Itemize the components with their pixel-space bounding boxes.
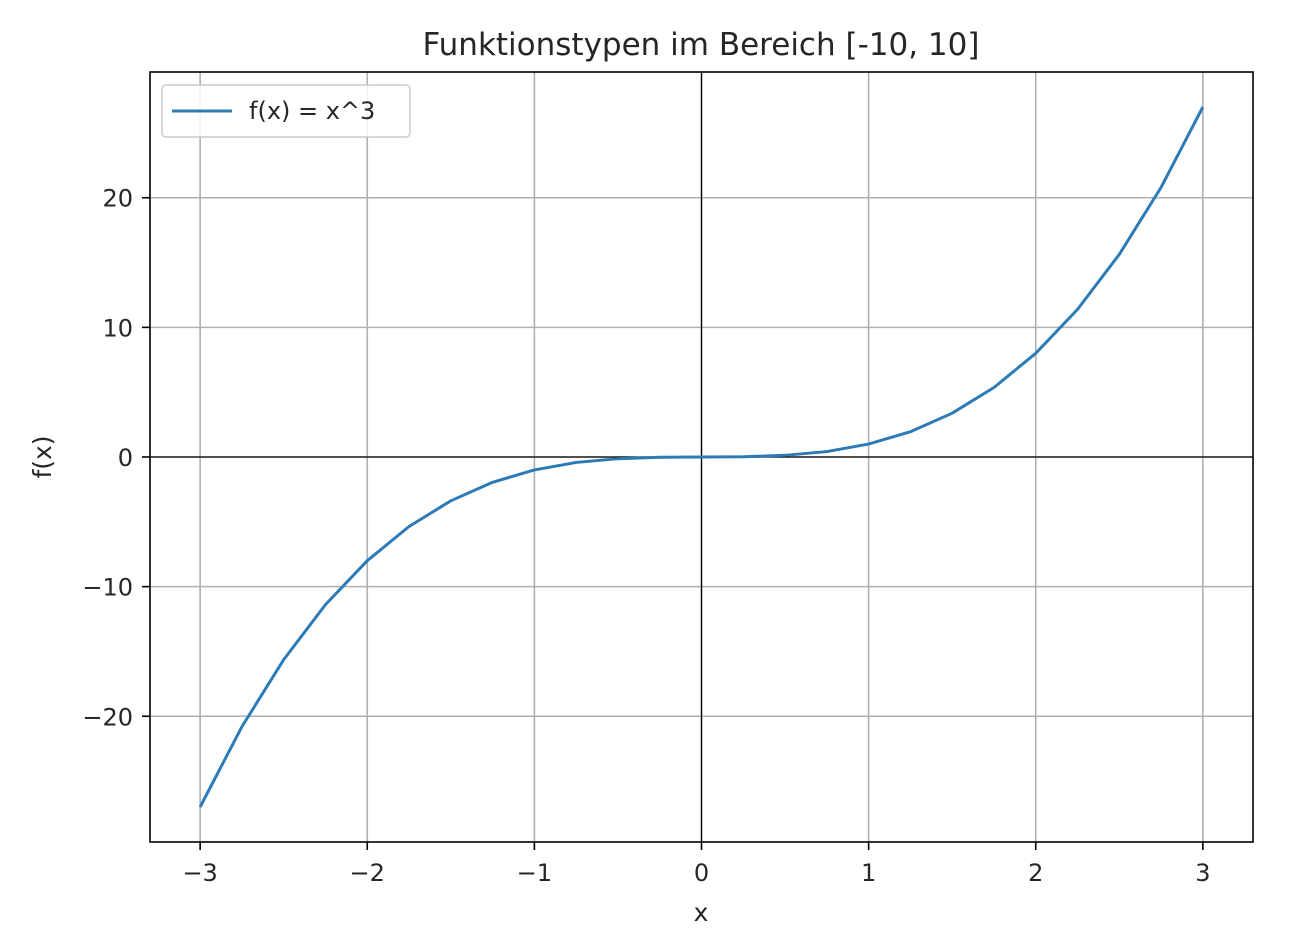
x-tick-label: 1 — [861, 859, 876, 887]
x-tick-label: 0 — [694, 859, 709, 887]
y-tick-label: 0 — [118, 444, 133, 472]
y-tick-label: 10 — [102, 314, 133, 342]
y-tick-label: −20 — [82, 703, 133, 731]
y-axis-ticks: −20 −10 0 10 20 — [82, 185, 150, 731]
legend: f(x) = x^3 — [161, 84, 411, 138]
y-axis-label: f(x) — [28, 435, 57, 478]
x-tick-label: 2 — [1028, 859, 1043, 887]
series-layer — [198, 106, 1205, 808]
y-tick-label: 20 — [102, 185, 133, 213]
legend-box — [161, 84, 411, 138]
x-tick-label: −1 — [517, 859, 552, 887]
y-tick-label: −10 — [82, 574, 133, 602]
x-axis-ticks: −3 −2 −1 0 1 2 3 — [182, 842, 1211, 887]
x-axis-label: x — [694, 898, 709, 927]
x-tick-label: 3 — [1195, 859, 1210, 887]
x-tick-label: −3 — [182, 859, 217, 887]
legend-entry-label: f(x) = x^3 — [249, 97, 375, 125]
series-line-0 — [198, 106, 1205, 808]
x-tick-label: −2 — [350, 859, 385, 887]
chart-title: Funktionstypen im Bereich [-10, 10] — [423, 27, 980, 63]
